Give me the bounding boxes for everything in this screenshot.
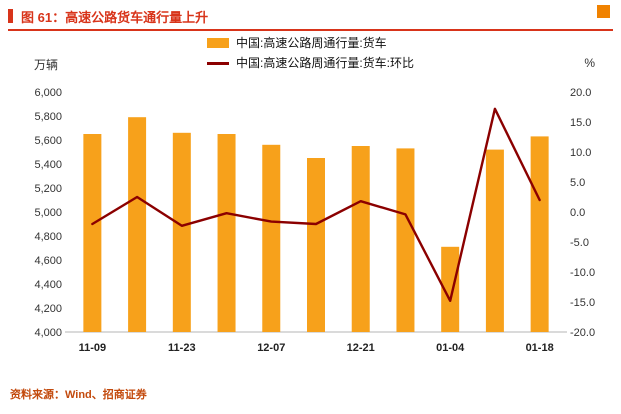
truck-volume-bar [217,134,236,332]
legend-label-line: 中国:高速公路周通行量:货车:环比 [235,56,414,70]
x-axis-tick-label: 11-09 [79,342,107,354]
right-axis-tick-label: -20.0 [570,327,595,339]
left-axis-tick-label: 4,800 [34,231,62,243]
bar-series-swatch-icon [206,38,229,48]
truck-volume-bar [351,146,370,332]
right-axis-tick-label: 10.0 [570,147,591,159]
x-axis-tick-label: 12-07 [257,342,285,354]
left-axis-tick-label: 4,400 [34,279,62,291]
chart-legend: 中国:高速公路周通行量:货车 中国:高速公路周通行量:货车:环比 [0,37,621,69]
left-axis-tick-label: 5,200 [34,183,62,195]
left-axis-unit: 万辆 [34,58,59,72]
x-axis-tick-label: 01-18 [526,342,554,354]
truck-volume-bar [485,149,504,332]
truck-volume-bar [172,132,191,332]
legend-item-line: 中国:高速公路周通行量:货车:环比 [206,56,414,70]
truck-volume-bar [441,246,460,332]
title-accent-bar [8,9,13,23]
right-axis-tick-label: -10.0 [570,267,595,279]
right-axis-tick-label: 5.0 [570,177,585,189]
left-axis-tick-label: 5,400 [34,159,62,171]
right-axis-tick-label: -5.0 [570,237,589,249]
x-axis-tick-label: 01-04 [436,342,465,354]
x-axis-tick-label: 11-23 [168,342,196,354]
header-rule [8,29,613,31]
truck-volume-bar [396,148,415,332]
figure-title: 图 61：高速公路货车通行量上升 [21,10,209,25]
truck-volume-bar [307,158,325,332]
left-axis-tick-label: 5,600 [34,135,62,147]
right-axis-unit: % [584,56,595,70]
truck-traffic-chart: 4,000 4,200 4,400 4,600 4,800 5,000 5,200 5,400… [34,87,595,354]
left-axis-tick-label: 6,000 [34,87,62,99]
left-axis-tick-label: 4,600 [34,255,62,267]
corner-decoration-square [597,5,610,18]
wow-change-line [91,107,541,303]
line-series-swatch-icon [206,61,229,65]
right-axis-tick-label: -15.0 [570,297,595,309]
right-axis-tick-label: 20.0 [570,87,591,99]
left-axis-tick-label: 4,000 [34,327,62,339]
left-axis-tick-label: 4,200 [34,303,62,315]
right-axis-tick-label: 0.0 [570,207,585,219]
x-axis-tick-label: 12-21 [347,342,375,354]
truck-volume-bar [262,144,281,332]
source-note: 资料来源：Wind、招商证券 [10,389,147,401]
left-axis-tick-label: 5,800 [34,111,62,123]
left-axis-tick-label: 5,000 [34,207,62,219]
legend-item-bar: 中国:高速公路周通行量:货车 [206,36,387,50]
truck-volume-bar [128,117,147,332]
legend-label-bar: 中国:高速公路周通行量:货车 [235,36,387,50]
truck-volume-bar [83,134,102,332]
truck-volume-bar [530,136,549,332]
right-axis-tick-label: 15.0 [570,117,591,129]
